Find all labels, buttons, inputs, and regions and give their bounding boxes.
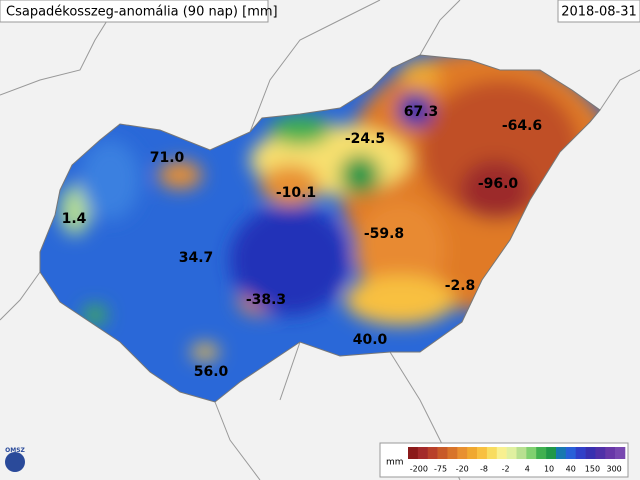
value-label: -59.8: [364, 226, 404, 242]
legend-tick-label: 10: [544, 465, 554, 474]
legend-tick-label: 300: [607, 465, 622, 474]
title-box: [0, 0, 269, 23]
legend-swatch: [417, 447, 429, 459]
legend-swatch: [605, 447, 616, 459]
logo-text: OMSZ: [5, 447, 25, 454]
legend-tick-label: -75: [434, 465, 447, 474]
value-label: -38.3: [246, 292, 286, 308]
legend-swatch: [467, 447, 478, 459]
date: 2018-08-31: [561, 5, 637, 20]
legend-swatch: [477, 447, 488, 459]
value-label: -96.0: [478, 176, 519, 192]
logo-icon: [5, 452, 25, 472]
legend-unit: mm: [386, 458, 404, 468]
title: Csapadékosszeg-anomália (90 nap) [mm]: [6, 5, 278, 20]
legend-swatch: [496, 447, 507, 459]
legend-tick-label: 40: [566, 465, 576, 474]
legend-swatch: [536, 447, 547, 459]
legend-swatch: [516, 447, 527, 459]
legend-swatch: [437, 447, 448, 459]
legend-swatch: [595, 447, 606, 459]
legend-tick-label: -20: [456, 465, 469, 474]
value-label: -2.8: [445, 278, 476, 294]
legend-swatch: [585, 447, 596, 459]
map-labels: 71.0 1.4 34.7 -38.3 56.0 40.0 -2.8 -59.8 -96.0 -6…: [62, 104, 543, 380]
value-label: 40.0: [353, 332, 388, 348]
legend-swatch: [526, 447, 537, 459]
legend-swatch: [457, 447, 468, 459]
legend-swatch: [615, 447, 626, 459]
legend-swatch: [555, 447, 567, 459]
legend: -200 -75 -20 -8 -2 4 10 40 150 300: [408, 447, 626, 474]
value-label: -64.6: [502, 118, 542, 134]
legend-swatch: [486, 447, 498, 459]
date-box: [557, 0, 640, 23]
value-label: 1.4: [62, 211, 87, 227]
legend-tick-label: 4: [525, 465, 530, 474]
legend-swatch: [546, 447, 557, 459]
legend-swatch: [427, 447, 438, 459]
value-label: -10.1: [276, 185, 316, 201]
legend-swatch: [575, 447, 586, 459]
value-label: 56.0: [194, 364, 229, 380]
legend-swatch: [565, 447, 576, 459]
legend-tick-label: -8: [480, 465, 488, 474]
value-label: 34.7: [179, 250, 214, 266]
legend-swatch: [447, 447, 458, 459]
legend-swatch: [506, 447, 517, 459]
legend-tick-label: 150: [585, 465, 600, 474]
value-label: 71.0: [150, 150, 185, 166]
legend-tick-label: -200: [410, 465, 428, 474]
legend-swatch: [408, 447, 419, 459]
value-label: 67.3: [404, 104, 439, 120]
value-label: -24.5: [345, 131, 385, 147]
legend-tick-label: -2: [502, 465, 510, 474]
